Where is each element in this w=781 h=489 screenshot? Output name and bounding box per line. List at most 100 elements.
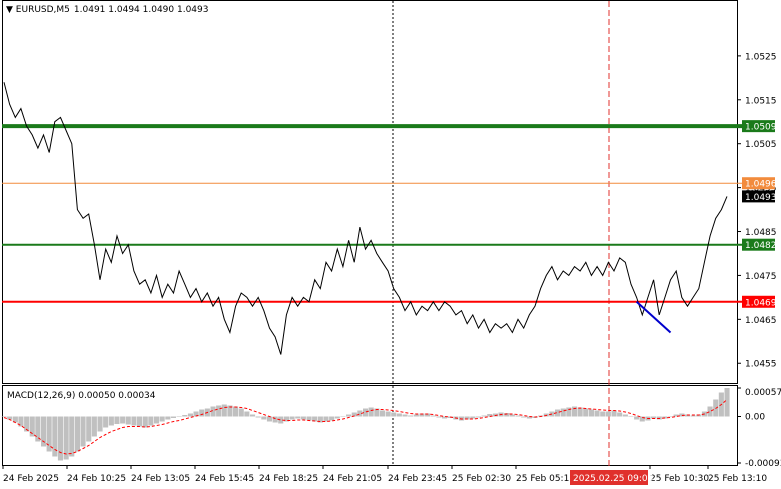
- x-tick-label: 24 Feb 15:45: [195, 474, 254, 484]
- macd-bar: [521, 416, 527, 418]
- macd-bar: [526, 416, 532, 419]
- macd-bar: [594, 410, 600, 417]
- macd-bar: [346, 414, 352, 417]
- macd-bar: [583, 408, 589, 417]
- macd-bar: [329, 416, 335, 421]
- macd-bar: [125, 416, 131, 425]
- macd-bar: [572, 406, 578, 417]
- macd-bar: [170, 416, 176, 418]
- macd-bar: [1, 416, 7, 417]
- macd-bar: [357, 410, 363, 417]
- macd-bar: [12, 416, 18, 423]
- x-tick-label: 25 Feb 02:30: [452, 474, 511, 484]
- macd-bar: [148, 416, 154, 426]
- macd-bar: [182, 415, 188, 417]
- y-tick-label: 1.0455: [745, 360, 777, 370]
- macd-bar: [402, 414, 408, 417]
- price-tag-label: 1.0482: [745, 241, 777, 251]
- macd-bar: [442, 416, 448, 419]
- price-tag-label: 1.0496: [745, 180, 777, 190]
- macd-bar: [154, 416, 160, 424]
- macd-bar: [555, 409, 561, 417]
- price-tag-label: 1.0469: [745, 298, 777, 308]
- macd-bar: [306, 416, 312, 421]
- macd-bar: [199, 409, 205, 417]
- chart-header: ▼ EURUSD,M5 1.0491 1.0494 1.0490 1.0493: [6, 5, 208, 15]
- trendline[interactable]: [635, 301, 672, 334]
- macd-bar: [120, 416, 126, 424]
- macd-bar: [425, 413, 431, 417]
- price-tag-bg: [742, 295, 775, 308]
- macd-bar: [673, 414, 679, 417]
- macd-bar: [91, 416, 97, 437]
- macd-bar: [651, 416, 657, 419]
- macd-bar: [419, 413, 425, 417]
- macd-bar: [312, 416, 318, 422]
- macd-bar: [114, 416, 120, 424]
- macd-bar: [46, 416, 52, 452]
- x-tick-label: 24 Feb 2025: [3, 474, 59, 484]
- macd-bar: [80, 416, 86, 447]
- macd-bar: [176, 416, 182, 417]
- macd-bar: [238, 408, 244, 417]
- macd-bar: [611, 410, 617, 417]
- x-tick-label: 25 Feb 13:10: [708, 474, 767, 484]
- macd-bar: [515, 415, 521, 417]
- y-tick-label: 1.0505: [745, 140, 777, 150]
- macd-pane-frame: [2, 385, 738, 466]
- macd-bar: [7, 416, 13, 420]
- macd-bar: [210, 406, 216, 417]
- macd-bar: [690, 415, 696, 417]
- macd-bar: [52, 416, 58, 457]
- macd-bar: [165, 416, 171, 420]
- macd-bar: [396, 413, 402, 417]
- macd-bar: [628, 416, 634, 417]
- macd-bar: [97, 416, 103, 432]
- macd-bar: [227, 405, 233, 417]
- macd-bar: [63, 416, 69, 460]
- macd-bar: [385, 411, 391, 417]
- price-tag-bg: [742, 120, 775, 133]
- y-tick-label: 1.0465: [745, 316, 777, 326]
- macd-bar: [261, 416, 267, 420]
- y-tick-label: 1.0485: [745, 228, 777, 238]
- macd-bar: [413, 414, 419, 417]
- macd-bar: [368, 407, 374, 417]
- macd-bar: [566, 407, 572, 417]
- macd-bar: [560, 408, 566, 417]
- x-tick-label: 24 Feb 23:45: [388, 474, 447, 484]
- macd-bar: [588, 409, 594, 417]
- macd-signal-line: [3, 399, 728, 455]
- cursor-time-tag-bg: [570, 470, 648, 485]
- price-tag-label: 1.0493: [745, 193, 777, 203]
- macd-bar: [464, 416, 470, 420]
- y-tick-label: 1.0515: [745, 96, 777, 106]
- x-tick-label: 25 Feb 05:10: [516, 474, 575, 484]
- ohlc-label: 1.0491 1.0494 1.0490 1.0493: [74, 5, 209, 15]
- macd-bar: [622, 414, 628, 417]
- macd-bar: [289, 416, 295, 420]
- macd-bar: [707, 406, 713, 417]
- macd-bar: [374, 408, 380, 417]
- symbol-label: EURUSD,M5: [16, 5, 70, 15]
- macd-bar: [221, 404, 227, 417]
- macd-bar: [317, 416, 323, 423]
- macd-bar: [340, 416, 346, 417]
- macd-bar: [283, 416, 289, 422]
- price-tag-bg: [742, 190, 775, 203]
- macd-bar: [487, 414, 493, 417]
- macd-bar: [724, 388, 730, 417]
- macd-bar: [187, 413, 193, 417]
- macd-bar: [391, 412, 397, 417]
- macd-bar: [24, 416, 30, 432]
- macd-bar: [504, 413, 510, 417]
- x-tick-label: 24 Feb 18:25: [259, 474, 318, 484]
- macd-bar: [577, 407, 583, 417]
- cursor-time-tag: 2025.02.25 09:05: [573, 474, 653, 484]
- macd-tick-label: -0.00093: [745, 459, 781, 469]
- x-tick-label: 24 Feb 21:05: [323, 474, 382, 484]
- collapse-triangle-icon[interactable]: ▼: [6, 5, 16, 15]
- macd-bar: [216, 405, 222, 417]
- x-tick-label: 24 Feb 13:05: [131, 474, 190, 484]
